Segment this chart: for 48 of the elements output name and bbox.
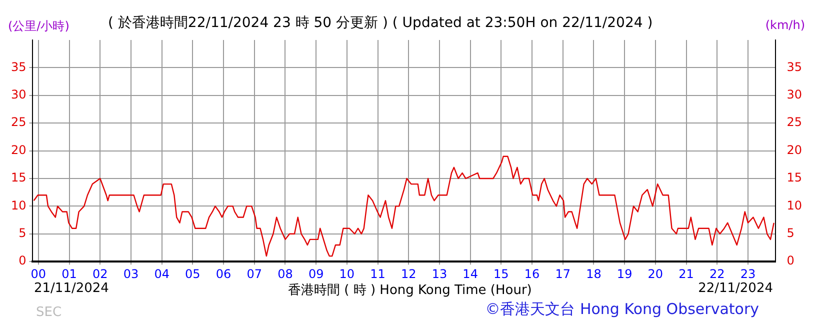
y-tick-label: 0 [18,254,26,268]
y-tick-label: 10 [10,198,26,212]
x-tick-label: 06 [216,266,232,281]
y-tick-label: 30 [10,88,26,102]
y2-tick-label: 30 [786,88,802,102]
text: 22/11/2024 [698,281,773,296]
x-axis-title: 香港時間 ( 時 ) Hong Kong Time (Hour) [288,282,532,299]
x-tick-label: 18 [586,266,602,281]
y2-tick-label: 10 [786,198,802,212]
x-tick-label: 11 [370,266,386,281]
y2-axis-title: (km/h) [765,18,805,32]
y-tick-label: 25 [10,115,26,130]
x-tick-label: 19 [616,266,632,281]
text: 21/11/2024 [34,281,109,296]
x-tick-label: 03 [123,266,139,281]
x-tick-label: 23 [740,266,756,281]
x-tick-label: 15 [494,266,509,281]
x-tick-label: 00 [30,266,46,281]
x-tick-label: 13 [432,266,448,281]
y-axis-title: (公里/小時) [8,18,70,35]
x-tick-label: 22 [709,266,725,281]
x-tick-label: 21 [678,266,694,281]
y2-tick-label: 20 [786,142,802,157]
x-tick-label: 02 [92,266,108,281]
x-tick-label: 20 [648,266,664,281]
x-tick-label: 10 [339,266,355,281]
y-tick-label: 5 [18,226,26,240]
x-tick-label: 07 [246,266,262,281]
text: ©香港天文台 Hong Kong Observatory [485,300,759,319]
x-tick-label: 16 [524,266,540,281]
y2-tick-label: 0 [786,254,794,268]
y-tick-label: 20 [10,142,26,157]
y2-tick-label: 15 [786,170,802,185]
x-tick-label: 04 [154,266,170,281]
x-tick-label: 09 [308,266,324,281]
y2-tick-label: 5 [786,226,794,240]
y-tick-label: 15 [10,170,26,185]
y2-tick-label: 25 [786,115,802,130]
x-tick-label: 01 [62,266,77,281]
x-tick-label: 14 [462,266,478,281]
x-tick-label: 05 [185,266,200,281]
y-tick-label: 35 [10,60,26,74]
chart-title: ( 於香港時間22/11/2024 23 時 50 分更新 ) ( Updated at 23:50H on 22/11/2024 ) [108,14,653,32]
y2-tick-label: 35 [786,60,802,74]
text: SEC [36,305,62,320]
x-tick-label: 08 [278,266,293,281]
x-tick-label: 12 [400,266,416,281]
x-tick-label: 17 [555,266,571,281]
